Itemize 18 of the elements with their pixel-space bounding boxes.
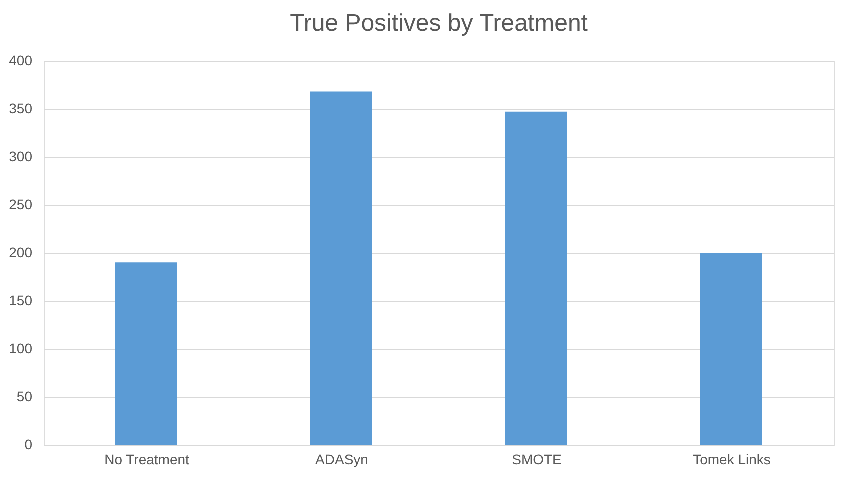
y-tick-label: 300 — [9, 148, 33, 164]
y-tick-label: 250 — [9, 196, 33, 212]
chart-title: True Positives by Treatment — [290, 10, 588, 37]
x-tick-label: No Treatment — [104, 452, 190, 468]
x-tick-label: SMOTE — [512, 452, 562, 468]
x-tick-label: Tomek Links — [693, 452, 771, 468]
x-tick-label: ADASyn — [316, 452, 368, 468]
bar — [310, 92, 372, 445]
y-tick-label: 50 — [16, 388, 33, 404]
bar — [506, 112, 568, 445]
bar — [700, 253, 762, 445]
bar — [116, 262, 178, 445]
y-tick-label: 0 — [24, 436, 33, 452]
y-tick-label: 200 — [9, 244, 33, 260]
y-tick-label: 400 — [9, 52, 33, 68]
y-tick-label: 150 — [9, 292, 33, 308]
y-tick-label: 350 — [9, 100, 33, 116]
y-tick-label: 100 — [9, 340, 33, 356]
